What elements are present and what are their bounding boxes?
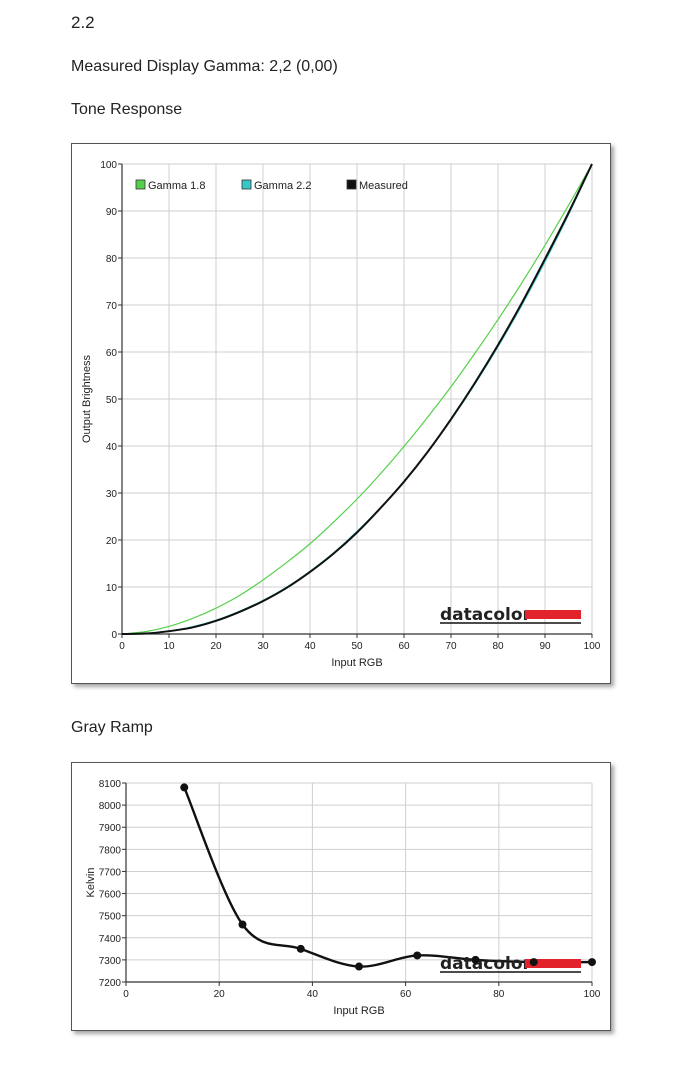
data-point [413,951,422,960]
x-tick-label: 80 [492,641,504,652]
y-tick-label: 7900 [99,823,122,834]
series-line-gamma-1-8 [121,163,593,635]
brand-logo-text: datacolor [440,605,532,625]
x-tick-label: 20 [214,989,226,1000]
brand-logo-bar [525,610,581,619]
x-tick-label: 20 [210,641,222,652]
data-point [296,944,305,953]
legend-swatch-measured [346,179,357,190]
y-tick-label: 60 [106,348,118,359]
data-point [588,958,596,967]
tone-response-svg: 0 10 20 30 40 50 60 70 80 90 100 0 10 20 30 40 50 60 70 80 9… [81,160,601,669]
y-tick-label: 8000 [99,801,122,812]
x-tick-label: 80 [493,989,505,1000]
data-point [471,955,480,964]
y-axis-title: Kelvin [85,868,97,898]
x-tick-label: 100 [584,989,601,1000]
measured-gamma-text: Measured Display Gamma: 2,2 (0,00) [71,58,338,75]
y-tick-label: 10 [106,583,118,594]
gray-ramp-svg: 0 20 40 60 80 100 7200 7300 7400 7500 7600 7700 7800… [85,779,601,1017]
x-axis-title: Input RGB [331,657,382,669]
y-tick-label: 7800 [99,845,122,856]
x-tick-label: 70 [445,641,457,652]
y-axis-title: Output Brightness [81,354,93,443]
x-tick-label: 0 [119,641,125,652]
data-point [180,783,189,792]
y-tick-label: 80 [106,254,118,265]
x-tick-label: 40 [307,989,319,1000]
tone-response-heading: Tone Response [71,101,183,118]
brand-logo-text: datacolor [440,954,532,974]
x-tick-label: 30 [257,641,269,652]
x-tick-label: 0 [123,989,129,1000]
series-line-kelvin [183,786,593,968]
x-tick-label: 100 [584,641,601,652]
gray-ramp-chart: 0 20 40 60 80 100 7200 7300 7400 7500 7600 7700 7800… [71,762,611,1031]
version-label: 2.2 [71,13,95,32]
legend-swatch-gamma-2-2 [241,179,252,190]
legend-swatch-gamma-1-8 [135,179,146,190]
y-tick-label: 7700 [99,867,122,878]
x-axis-title: Input RGB [333,1005,384,1017]
legend-label-gamma-1-8: Gamma 1.8 [148,180,205,192]
x-tick-label: 10 [163,641,175,652]
y-tick-label: 7500 [99,912,122,923]
legend-label-gamma-2-2: Gamma 2.2 [254,180,311,192]
y-tick-label: 7400 [99,934,122,945]
data-point [529,958,538,967]
y-tick-label: 0 [111,630,117,641]
tone-response-chart: 0 10 20 30 40 50 60 70 80 90 100 0 10 20 30 40 50 60 70 80 9… [71,143,611,684]
data-point [238,920,247,929]
x-tick-label: 60 [400,989,412,1000]
y-tick-label: 30 [106,489,118,500]
y-tick-label: 70 [106,301,118,312]
y-tick-label: 40 [106,442,118,453]
y-tick-label: 7300 [99,956,122,967]
y-tick-label: 7600 [99,890,122,901]
x-tick-label: 50 [351,641,363,652]
x-tick-label: 90 [539,641,551,652]
x-tick-label: 40 [304,641,316,652]
legend-label-measured: Measured [359,180,408,192]
y-tick-label: 50 [106,395,118,406]
x-tick-label: 60 [398,641,410,652]
y-tick-label: 90 [106,207,118,218]
data-point [355,962,363,971]
y-tick-label: 100 [100,160,117,171]
y-tick-label: 8100 [99,779,122,790]
brand-logo-bar [525,959,581,968]
series-line-measured [121,163,593,635]
y-tick-label: 20 [106,536,118,547]
gray-ramp-heading: Gray Ramp [71,719,153,736]
y-tick-label: 7200 [99,978,122,989]
